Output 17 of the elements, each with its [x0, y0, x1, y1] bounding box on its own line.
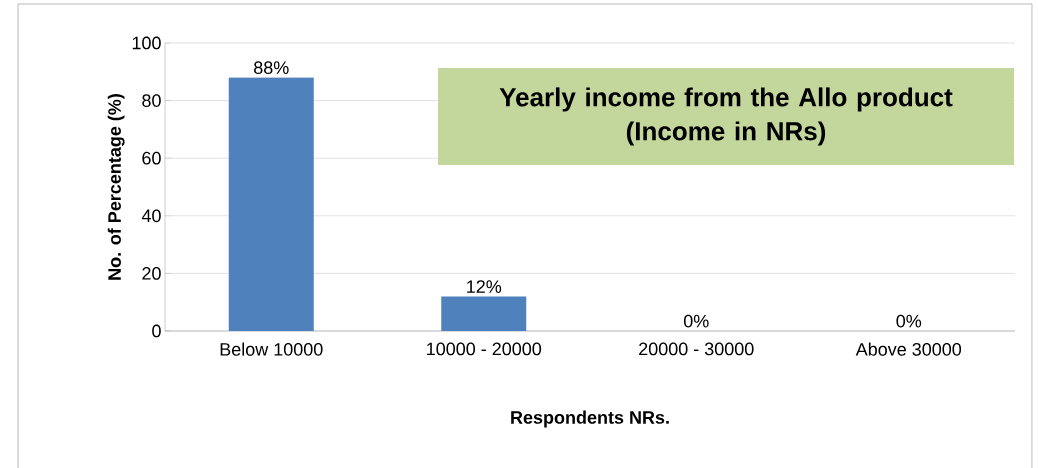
x-tick-label: Above 30000 [855, 342, 962, 356]
y-tick-label: 100 [132, 36, 161, 50]
data-label: 0% [896, 314, 922, 328]
x-tick-label: 10000 - 20000 [427, 342, 542, 356]
y-tick-label: 80 [142, 94, 161, 107]
y-tick-label: 40 [141, 209, 161, 223]
data-label: 88% [254, 61, 289, 75]
y-tick-label: 0 [152, 324, 161, 338]
y-tick-label: 20 [142, 267, 161, 280]
x-tick-label: 20000 - 30000 [639, 342, 754, 356]
y-axis-title: No. of Percentage (%) [107, 94, 125, 280]
data-label: 12% [467, 280, 502, 293]
x-tick-label: Below 10000 [220, 342, 323, 356]
data-label: 0% [683, 314, 709, 328]
x-axis-title: Respondents NRs. [511, 410, 669, 428]
y-tick-label: 60 [142, 151, 161, 165]
text: Yearly income from the Allo product (Income in NRs) [499, 87, 953, 146]
